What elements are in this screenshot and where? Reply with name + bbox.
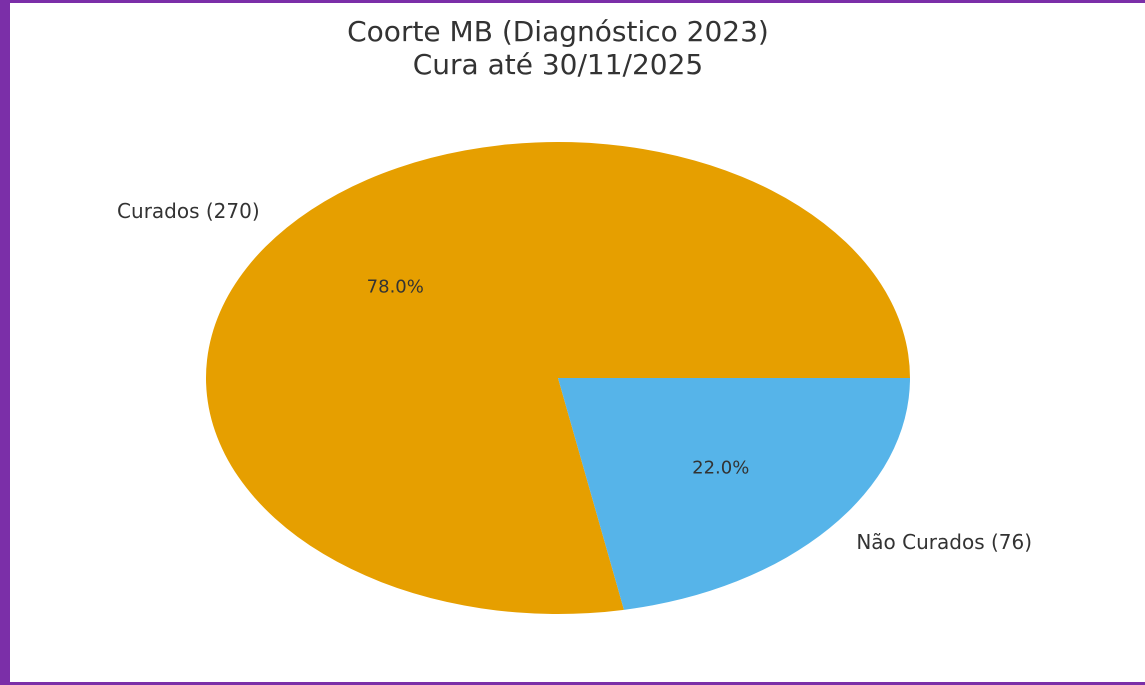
chart: Coorte MB (Diagnóstico 2023) Cura até 30… bbox=[10, 3, 1145, 682]
slice-label: Não Curados (76) bbox=[856, 530, 1032, 554]
chart-subtitle: Cura até 30/11/2025 bbox=[413, 48, 704, 81]
pie-slice bbox=[558, 378, 910, 610]
value-label: 22.0% bbox=[692, 457, 749, 478]
value-label: 78.0% bbox=[367, 277, 424, 298]
chart-title: Coorte MB (Diagnóstico 2023) bbox=[347, 15, 769, 48]
slice-label: Curados (270) bbox=[117, 199, 260, 223]
